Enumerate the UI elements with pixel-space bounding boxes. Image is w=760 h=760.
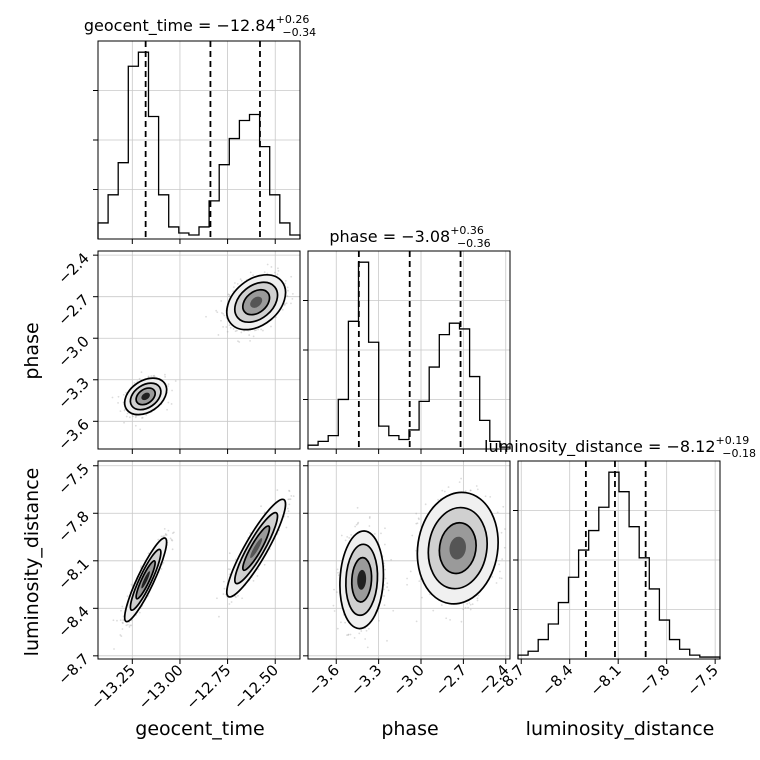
y-tick-label: −7.8 (54, 507, 92, 545)
title-geocent-time: geocent_time = −12.84+0.26 −0.34 (84, 13, 316, 39)
x-axis-label-geocent-time: geocent_time (135, 718, 264, 740)
panel-body (332, 477, 506, 649)
y-tick-label: −2.7 (54, 291, 92, 329)
y-axis-label-luminosity-distance: luminosity_distance (21, 468, 43, 657)
panel-frame (97, 250, 301, 450)
density-peak (141, 392, 150, 401)
y-tick-label: −8.7 (54, 650, 92, 688)
scatter-panel-luminosity-distance-vs-phase: −3.6 −3.3 −3.0 −2.7 −2.4 (303, 460, 513, 700)
y-tick-label: −3.6 (54, 415, 92, 453)
y-tick-label: −2.4 (54, 249, 92, 287)
title-phase: phase = −3.08+0.36 −0.36 (329, 224, 490, 250)
histogram-step-luminosity-distance (517, 471, 721, 659)
x-tick-label: −12.75 (182, 661, 234, 713)
x-tick-label: −3.3 (347, 661, 385, 699)
scatter-panel-phase-vs-geocent-time: −3.6−3.3 −3.0−2.7 −2.4 (54, 249, 301, 454)
panel-frame (307, 250, 511, 450)
x-tick-label: −7.8 (635, 661, 673, 699)
panel-frame (517, 460, 721, 660)
x-tick-label: −8.1 (587, 661, 625, 699)
panel-frame (307, 460, 511, 660)
panel-frame (97, 460, 301, 660)
x-tick-label: −13.00 (135, 661, 187, 713)
y-tick-label: −7.5 (54, 460, 92, 498)
panel-body (111, 263, 294, 431)
hist-panel-phase (303, 250, 511, 454)
x-tick-label: −12.50 (230, 661, 282, 713)
density-peak (250, 538, 263, 559)
scatter-panel-luminosity-distance-vs-geocent-time: −13.25−13.00−12.75−12.50 −8.7 −8.4 −8.1 −7.8… (54, 460, 301, 713)
x-tick-label: −3.6 (305, 661, 343, 699)
histogram-step-geocent-time (97, 51, 301, 239)
title-luminosity-distance: luminosity_distance = −8.12+0.19 −0.18 (484, 434, 756, 460)
density-peak (250, 296, 263, 308)
y-axis-label-phase: phase (21, 322, 43, 379)
panels: −8.7 −8.4 −8.1 −7.8 −7.5−3.6−3.3−3.0−2.7−2.4… (54, 40, 722, 713)
y-tick-label: −8.4 (54, 602, 92, 640)
x-tick-label: −13.25 (87, 661, 139, 713)
x-tick-label: −3.0 (389, 661, 427, 699)
y-tick-label: −8.1 (54, 555, 92, 593)
density-peak (449, 536, 466, 560)
x-axis-label-phase: phase (381, 718, 438, 740)
x-tick-label: −2.7 (432, 661, 470, 699)
x-axis-label-luminosity-distance: luminosity_distance (526, 718, 715, 740)
density-peak (141, 571, 150, 589)
panel-body (112, 489, 300, 650)
panel-frame (97, 40, 301, 240)
y-tick-label: −3.3 (54, 374, 92, 412)
density-peak (357, 569, 367, 590)
x-tick-label: −7.5 (683, 661, 721, 699)
y-tick-label: −3.0 (54, 332, 92, 370)
hist-panel-geocent-time (93, 40, 301, 244)
x-tick-label: −8.4 (538, 661, 576, 699)
panel-background (98, 461, 300, 659)
hist-panel-luminosity-distance: −8.7 −8.4 −8.1 −7.8 −7.5 (490, 460, 722, 700)
